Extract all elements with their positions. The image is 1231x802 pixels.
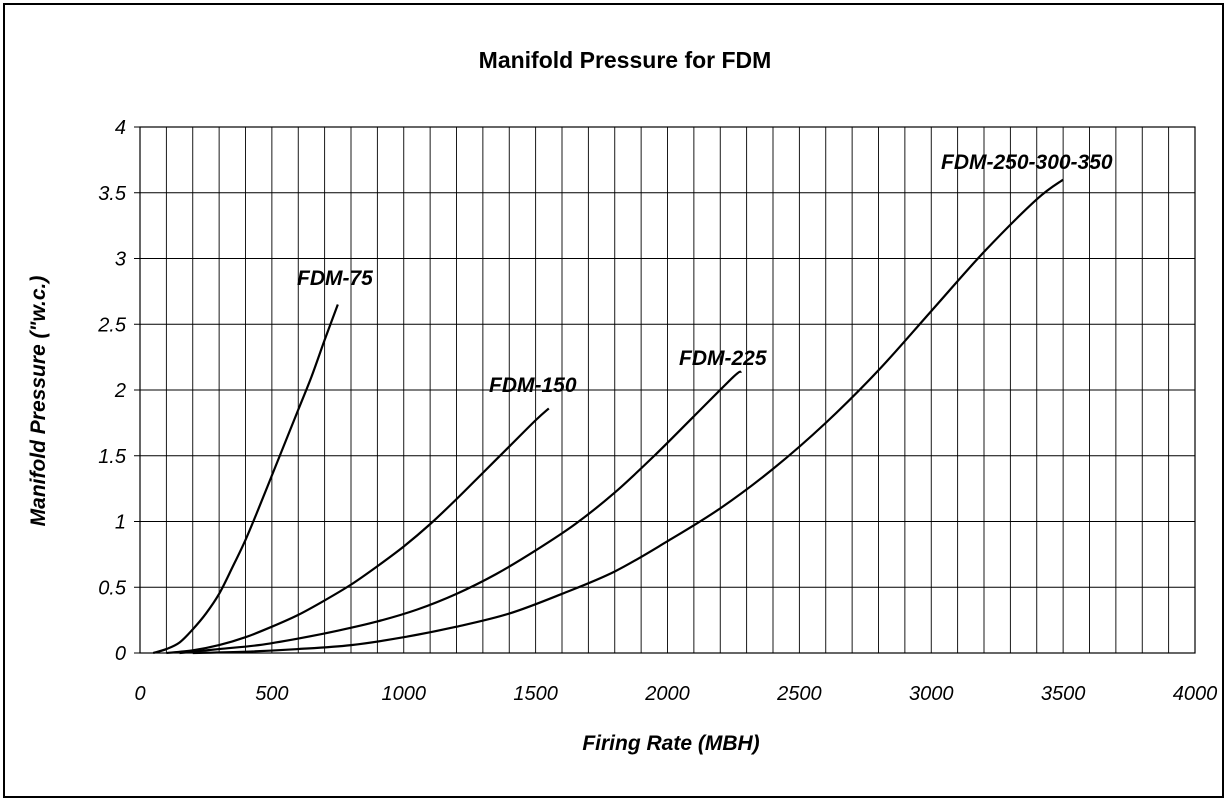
x-tick-label: 1000 <box>382 683 427 705</box>
x-tick-label: 1500 <box>513 683 558 705</box>
series-label-fdm-150: FDM-150 <box>489 374 577 397</box>
chart-svg: Manifold Pressure for FDM 0 0.5 1 1.5 2 2.5 3 3… <box>27 47 1217 755</box>
x-tick-labels: 0 500 1000 1500 2000 2500 3000 3500 4000 <box>134 683 1217 705</box>
y-tick-labels: 0 0.5 1 1.5 2 2.5 3 3.5 4 <box>97 117 127 665</box>
y-tick-label: 0.5 <box>98 577 127 599</box>
series-label-fdm-250-300-350: FDM-250-300-350 <box>941 151 1113 174</box>
x-tick-label: 3500 <box>1041 683 1086 705</box>
plot-area-border <box>139 126 1196 654</box>
y-tick-label: 1 <box>115 512 126 534</box>
x-tick-label: 3000 <box>909 683 954 705</box>
series-layer <box>152 178 1064 655</box>
x-tick-label: 500 <box>255 683 288 705</box>
x-axis-label: Firing Rate (MBH) <box>582 732 759 755</box>
series-line-fdm-225 <box>179 370 742 655</box>
x-tick-label: 4000 <box>1173 683 1218 705</box>
x-tick-label: 0 <box>134 683 145 705</box>
y-tick-label: 2 <box>114 380 126 402</box>
y-tick-label: 0 <box>115 643 126 665</box>
y-tick-label: 1.5 <box>98 446 127 468</box>
y-axis-label: Manifold Pressure ("w.c.) <box>27 276 50 527</box>
y-tick-label: 3 <box>115 249 126 271</box>
series-label-fdm-75: FDM-75 <box>297 267 373 290</box>
series-line-fdm-250-300-350 <box>192 178 1064 655</box>
series-line-fdm-75 <box>152 304 339 655</box>
y-tick-label: 2.5 <box>97 314 127 336</box>
x-tick-label: 2500 <box>776 683 822 705</box>
x-tick-label: 2000 <box>644 683 690 705</box>
series-labels: FDM-75 FDM-150 FDM-225 FDM-250-300-350 <box>297 151 1113 397</box>
y-tick-label: 4 <box>115 117 126 139</box>
chart-frame: Manifold Pressure for FDM 0 0.5 1 1.5 2 2.5 3 3… <box>3 3 1224 798</box>
chart-title: Manifold Pressure for FDM <box>479 47 772 73</box>
y-tick-label: 3.5 <box>98 183 127 205</box>
grid-layer <box>134 126 1195 654</box>
series-line-fdm-150 <box>166 407 550 655</box>
series-label-fdm-225: FDM-225 <box>679 347 767 370</box>
